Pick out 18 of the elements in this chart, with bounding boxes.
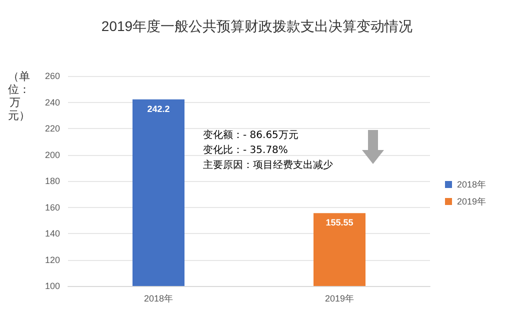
y-tick-label: 140 [44,228,60,238]
y-tick-label: 240 [44,97,60,108]
annotation: 变化额：- 86.65万元 [203,128,300,143]
y-axis-title: （单位：万元） [8,70,30,122]
y-tick-label: 260 [44,71,60,81]
y-tick-label: 160 [44,202,60,212]
y-tick-label: 200 [44,150,60,160]
annotation: 变化比：- 35.78% [203,144,289,158]
chart-title: 2019年度一般公共预算财政拨款支出决算变动情况 [101,18,413,34]
data-label: 155.55 [326,218,354,228]
y-tick-label: 120 [44,254,60,265]
data-label: 242.2 [147,104,170,114]
y-tick-label: 180 [44,176,60,186]
legend-label: 2019年 [457,196,486,206]
y-tick-label: 220 [44,124,60,134]
legend-label: 2018年 [457,180,486,190]
annotation: 主要原因：项目经费支出减少 [203,158,333,173]
y-tick-label: 100 [44,281,60,291]
